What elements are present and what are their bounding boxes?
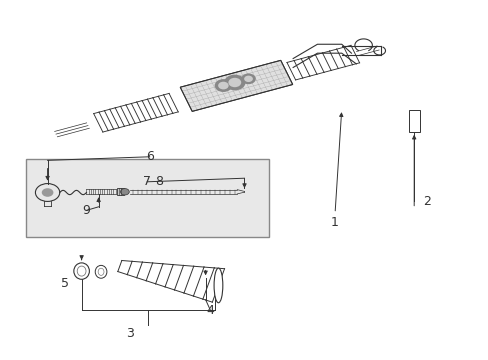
Text: 4: 4: [206, 304, 214, 317]
Circle shape: [244, 76, 252, 82]
Circle shape: [218, 82, 228, 89]
Ellipse shape: [77, 266, 86, 276]
Ellipse shape: [214, 268, 223, 303]
Circle shape: [241, 73, 255, 84]
Circle shape: [224, 75, 245, 90]
Circle shape: [214, 79, 232, 92]
Ellipse shape: [95, 265, 107, 278]
Text: 1: 1: [330, 113, 342, 229]
Text: 8: 8: [155, 175, 163, 188]
Circle shape: [41, 188, 53, 197]
Polygon shape: [180, 60, 292, 111]
Bar: [116, 188, 123, 195]
Bar: [408, 110, 419, 132]
Text: 5: 5: [61, 277, 68, 290]
Text: 9: 9: [82, 204, 90, 217]
Ellipse shape: [98, 268, 104, 275]
Circle shape: [120, 189, 129, 195]
Circle shape: [228, 78, 241, 87]
Text: 7: 7: [143, 175, 151, 188]
Ellipse shape: [74, 263, 89, 279]
Text: 3: 3: [126, 327, 134, 340]
Text: 6: 6: [145, 150, 153, 163]
Text: 2: 2: [422, 195, 430, 208]
Bar: [26, 158, 268, 237]
